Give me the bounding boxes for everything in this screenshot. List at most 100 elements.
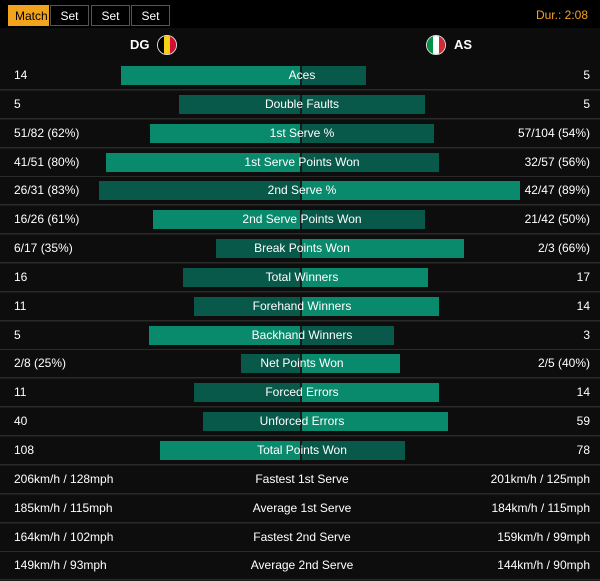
stat-value-left: 16 (14, 269, 28, 284)
bar-divider (300, 412, 302, 432)
stat-label: Average 2nd Serve (250, 558, 354, 573)
stat-value-right: 3 (583, 327, 590, 342)
bar-divider (300, 181, 302, 201)
stat-label: Total Points Won (257, 442, 347, 457)
bar-divider (300, 325, 302, 345)
stat-bar-right (302, 267, 428, 287)
belgium-flag-icon (157, 35, 177, 55)
stat-bar-left (216, 239, 302, 259)
stat-bar-left (160, 440, 302, 460)
stat-value-left: 206km/h / 128mph (14, 471, 114, 486)
stat-value-right: 42/47 (89%) (524, 183, 590, 198)
stat-row: 5 Backhand Winners 3 (0, 321, 600, 350)
stat-bar-left (241, 354, 302, 374)
stat-row: 206km/h / 128mph Fastest 1st Serve 201km/h… (0, 465, 600, 494)
stat-bar-right (302, 325, 394, 345)
stat-bar-left (183, 267, 302, 287)
stat-bar-right (302, 354, 400, 374)
bar-divider (300, 296, 302, 316)
stat-value-right: 59 (576, 414, 590, 429)
stat-bar-right (302, 66, 366, 85)
stat-label: 1st Serve % (269, 125, 335, 140)
stat-label: Aces (288, 68, 316, 82)
stat-value-left: 41/51 (80%) (14, 154, 80, 169)
stat-label: Average 1st Serve (252, 500, 352, 515)
stat-value-right: 5 (583, 68, 590, 82)
bar-divider (300, 152, 302, 172)
tab-set-3[interactable]: Set 3 (131, 5, 170, 44)
stat-row: 26/31 (83%) 2nd Serve % 42/47 (89%) (0, 177, 600, 206)
stat-value-left: 149km/h / 93mph (14, 558, 107, 573)
stat-value-left: 51/82 (62%) (14, 125, 80, 140)
stat-value-right: 144km/h / 90mph (497, 558, 590, 573)
italy-flag-icon (426, 35, 446, 55)
stat-row: 51/82 (62%) 1st Serve % 57/104 (54%) (0, 119, 600, 148)
bar-divider (300, 210, 302, 230)
stat-label: Net Points Won (260, 356, 344, 371)
stat-value-right: 14 (576, 298, 590, 313)
stat-value-left: 164km/h / 102mph (14, 529, 114, 544)
tab-set-2[interactable]: Set 2 (91, 5, 130, 44)
bar-divider (300, 383, 302, 403)
stat-bar-left (203, 412, 302, 432)
stat-bar-left (153, 210, 302, 230)
stat-bar-left (179, 94, 302, 114)
stat-value-right: 57/104 (54%) (517, 125, 590, 140)
stat-label: Backhand Winners (251, 327, 353, 342)
bar-divider (300, 440, 302, 460)
stat-bar-right (302, 210, 425, 230)
stat-value-right: 2/5 (40%) (537, 356, 590, 371)
stat-value-right: 32/57 (56%) (524, 154, 590, 169)
tab-match[interactable]: Match (8, 5, 49, 26)
stat-value-left: 40 (14, 414, 28, 429)
stat-bar-left (149, 325, 302, 345)
stat-value-right: 78 (576, 442, 590, 457)
stat-value-right: 21/42 (50%) (524, 212, 590, 227)
stat-bar-left (150, 123, 302, 143)
stat-bar-right (302, 296, 439, 316)
stat-bar-right (302, 383, 439, 403)
stat-value-right: 201km/h / 125mph (490, 471, 590, 486)
stat-value-right: 159km/h / 99mph (497, 529, 590, 544)
stat-row: 2/8 (25%) Net Points Won 2/5 (40%) (0, 350, 600, 379)
stat-value-right: 2/3 (66%) (537, 241, 590, 256)
stat-label: Forced Errors (265, 385, 339, 400)
stat-label: 2nd Serve Points Won (242, 212, 362, 227)
bar-divider (300, 94, 302, 114)
stat-value-left: 5 (14, 327, 21, 342)
stat-value-right: 5 (583, 96, 590, 111)
stat-value-left: 26/31 (83%) (14, 183, 80, 198)
stat-bar-right (302, 239, 464, 259)
stat-value-left: 11 (14, 385, 27, 400)
stat-value-left: 2/8 (25%) (14, 356, 67, 371)
stat-label: Forehand Winners (252, 298, 352, 313)
bar-divider (300, 123, 302, 143)
stat-label: Double Faults (264, 96, 340, 111)
stat-row: 11 Forehand Winners 14 (0, 292, 600, 321)
stat-bar-right (302, 181, 520, 201)
match-duration: Dur.: 2:08 (535, 8, 588, 22)
stat-value-right: 17 (576, 269, 590, 284)
stat-row: 5 Double Faults 5 (0, 90, 600, 119)
stat-value-right: 14 (576, 385, 590, 400)
bar-divider (300, 267, 302, 287)
stat-value-left: 5 (14, 96, 21, 111)
stat-label: Total Winners (265, 269, 339, 284)
stat-bar-left (121, 66, 302, 85)
stat-value-left: 185km/h / 115mph (14, 500, 113, 515)
stat-bar-left (194, 383, 302, 403)
stat-label: Unforced Errors (259, 414, 345, 429)
stat-label: 2nd Serve % (267, 183, 337, 198)
stat-bar-right (302, 123, 434, 143)
bar-divider (300, 66, 302, 85)
tab-set-1[interactable]: Set 1 (50, 5, 89, 44)
stat-row: 108 Total Points Won 78 (0, 436, 600, 465)
stat-value-left: 11 (14, 298, 27, 313)
players-header: DG AS (0, 28, 600, 62)
stat-row: 40 Unforced Errors 59 (0, 408, 600, 437)
stat-row: 149km/h / 93mph Average 2nd Serve 144km/h … (0, 552, 600, 581)
stat-label: Fastest 1st Serve (255, 471, 349, 486)
stat-bar-right (302, 412, 448, 432)
stat-bar-left (106, 152, 302, 172)
